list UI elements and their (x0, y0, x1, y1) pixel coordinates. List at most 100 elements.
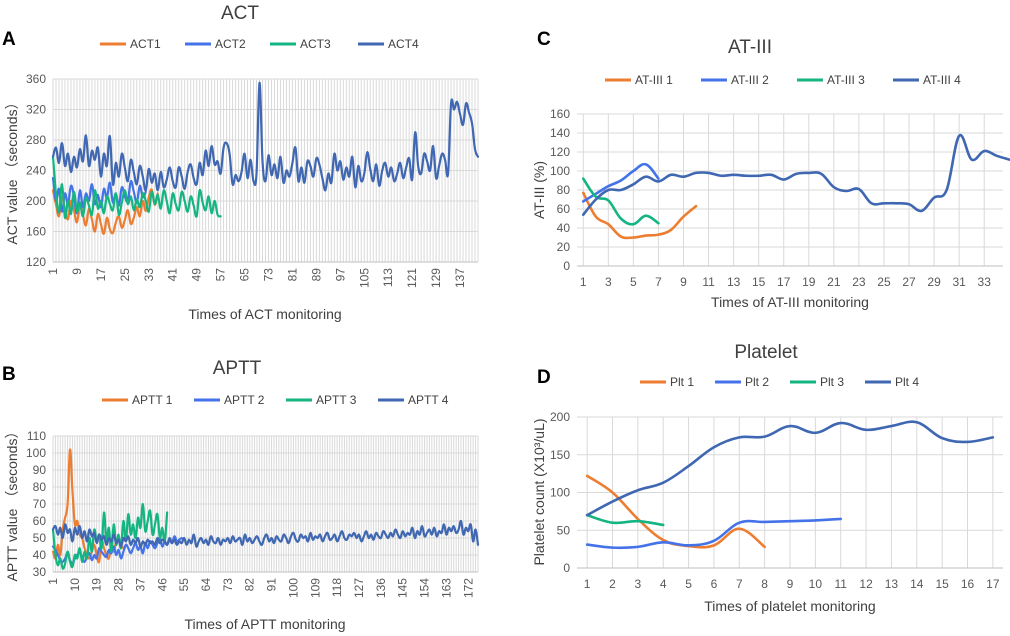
y-tick-label: 70 (33, 497, 47, 511)
x-tick-label: 57 (214, 268, 228, 282)
x-tick-label: 64 (199, 578, 213, 592)
x-tick-label: 3 (635, 577, 642, 591)
x-tick-label: 28 (112, 578, 126, 592)
legend-item: APTT 4 (378, 393, 449, 407)
legend-label: AT-III 1 (635, 73, 673, 87)
legend-item: APTT 1 (102, 393, 173, 407)
legend-label: AT-III 4 (923, 73, 961, 87)
x-tick-label: 121 (405, 268, 419, 288)
x-tick-label: 19 (802, 275, 816, 289)
series-line-plt-4 (585, 420, 995, 517)
chart-title: Platelet (734, 342, 798, 363)
chart-title: AT-III (728, 37, 772, 58)
x-tick-label: 15 (935, 577, 949, 591)
legend-label: ACT1 (130, 37, 161, 51)
x-tick-label: 17 (777, 275, 791, 289)
x-tick-label: 91 (265, 578, 279, 592)
y-tick-label: 80 (33, 480, 47, 494)
x-tick-label: 1 (46, 578, 60, 585)
legend-item: Plt 4 (865, 375, 919, 389)
y-tick-label: 120 (550, 145, 570, 159)
y-tick-label: 0 (563, 259, 570, 273)
x-tick-label: 97 (333, 268, 347, 282)
x-tick-label: 2 (609, 577, 616, 591)
y-tick-label: 200 (26, 194, 46, 208)
x-tick-label: 25 (877, 275, 891, 289)
x-tick-label: 109 (308, 578, 322, 598)
y-tick-label: 40 (33, 548, 47, 562)
y-tick-label: 100 (550, 164, 570, 178)
x-tick-label: 118 (330, 578, 344, 597)
x-tick-label: 14 (910, 577, 924, 591)
legend-item: Plt 3 (790, 375, 844, 389)
x-tick-label: 8 (761, 577, 768, 591)
x-tick-label: 37 (133, 578, 147, 592)
x-tick-label: 9 (787, 577, 794, 591)
legend-label: ACT3 (300, 37, 331, 51)
x-axis-label: Times of AT-III monitoring (711, 294, 869, 310)
y-tick-label: 50 (33, 531, 47, 545)
x-tick-label: 9 (680, 275, 687, 289)
legend-item: APTT 3 (286, 393, 357, 407)
legend-label: Plt 4 (895, 375, 919, 389)
legend-item: ACT4 (358, 37, 419, 51)
legend-item: ACT1 (100, 37, 161, 51)
x-tick-label: 1 (46, 268, 60, 275)
x-tick-label: 27 (902, 275, 916, 289)
x-tick-label: 113 (381, 268, 395, 287)
y-tick-label: 20 (557, 240, 571, 254)
x-tick-label: 11 (702, 275, 715, 289)
x-tick-label: 13 (727, 275, 741, 289)
legend-label: APTT 1 (132, 393, 173, 407)
series-line-act3 (51, 155, 222, 220)
x-tick-label: 10 (68, 578, 82, 592)
x-tick-label: 31 (952, 275, 966, 289)
x-tick-label: 136 (374, 578, 388, 598)
x-tick-label: 5 (685, 577, 692, 591)
x-axis-label: Times of ACT monitoring (188, 306, 341, 322)
x-tick-label: 29 (927, 275, 941, 289)
legend-item: AT-III 3 (797, 73, 865, 87)
panel-letter: D (537, 367, 551, 388)
legend-label: Plt 3 (820, 375, 844, 389)
series-line-at-iii-3 (581, 177, 660, 226)
x-tick-label: 89 (309, 268, 323, 282)
x-tick-label: 82 (243, 578, 257, 592)
y-tick-label: 160 (550, 107, 570, 121)
y-tick-label: 100 (550, 486, 570, 500)
y-tick-label: 40 (557, 221, 571, 235)
x-tick-label: 73 (221, 578, 235, 592)
y-tick-label: 200 (550, 410, 570, 424)
x-tick-label: 46 (155, 578, 169, 592)
legend-item: ACT3 (270, 37, 331, 51)
y-tick-label: 100 (26, 446, 46, 460)
legend-label: ACT4 (388, 37, 419, 51)
x-tick-label: 3 (605, 275, 612, 289)
x-tick-label: 6 (711, 577, 718, 591)
x-tick-label: 23 (852, 275, 866, 289)
panel-letter: C (537, 29, 551, 50)
x-tick-label: 163 (439, 578, 453, 598)
x-tick-label: 129 (429, 268, 443, 288)
x-tick-label: 1 (584, 577, 591, 591)
y-tick-label: 50 (557, 523, 571, 537)
x-tick-label: 172 (461, 578, 475, 598)
x-tick-label: 4 (660, 577, 667, 591)
legend-label: ACT2 (215, 37, 246, 51)
legend-label: APTT 2 (224, 393, 265, 407)
x-tick-label: 127 (352, 578, 366, 598)
legend-item: Plt 1 (640, 375, 694, 389)
x-tick-label: 105 (357, 268, 371, 288)
x-tick-label: 1 (580, 275, 587, 289)
series-line-plt-2 (585, 517, 843, 550)
x-tick-label: 21 (827, 275, 841, 289)
x-tick-label: 16 (961, 577, 975, 591)
x-axis-label: Times of APTT monitoring (184, 616, 345, 632)
y-tick-label: 60 (33, 514, 47, 528)
y-axis-label: APTT value （seconds） (4, 425, 20, 582)
y-tick-label: 110 (27, 429, 46, 443)
x-tick-label: 7 (736, 577, 743, 591)
x-tick-label: 137 (453, 268, 467, 288)
